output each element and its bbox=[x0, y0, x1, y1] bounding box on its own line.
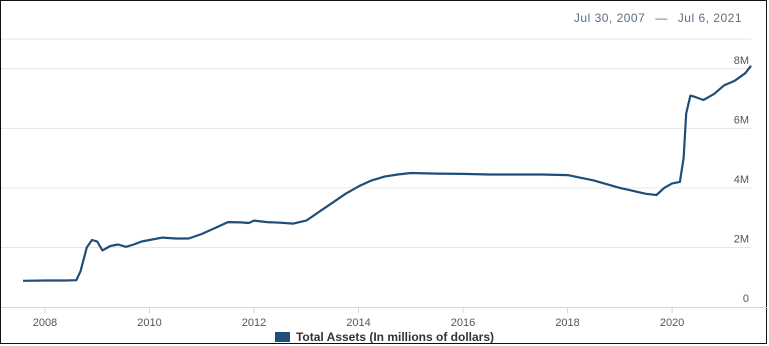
x-tick-label: 2008 bbox=[33, 317, 57, 329]
y-tick-label: 6M bbox=[734, 114, 749, 126]
date-range: Jul 30, 2007 — Jul 6, 2021 bbox=[574, 11, 742, 25]
y-tick-label: 0 bbox=[743, 293, 749, 305]
grid-lines bbox=[1, 38, 751, 248]
line-chart: 0 2M 4M 6M 8M 2008 2010 2012 2014 2016 2018 2020 bbox=[1, 38, 768, 329]
y-tick-label: 2M bbox=[734, 233, 749, 245]
x-tick-label: 2020 bbox=[660, 317, 684, 329]
legend-label: Total Assets (In millions of dollars) bbox=[295, 330, 495, 344]
x-tick-label: 2014 bbox=[346, 317, 370, 329]
date-range-end[interactable]: Jul 6, 2021 bbox=[677, 11, 742, 25]
y-tick-label: 4M bbox=[734, 174, 749, 186]
x-tick-label: 2010 bbox=[137, 317, 161, 329]
x-tick-label: 2016 bbox=[451, 317, 475, 329]
y-tick-label: 8M bbox=[734, 55, 749, 67]
date-range-start[interactable]: Jul 30, 2007 bbox=[573, 11, 646, 25]
legend[interactable]: Total Assets (In millions of dollars) bbox=[1, 330, 768, 344]
series-line-total-assets[interactable] bbox=[22, 65, 752, 282]
x-axis-tick-labels: 2008 2010 2012 2014 2016 2018 2020 bbox=[33, 317, 685, 329]
x-tick-label: 2012 bbox=[242, 317, 266, 329]
x-axis bbox=[1, 307, 768, 313]
x-tick-label: 2018 bbox=[555, 317, 579, 329]
legend-swatch bbox=[274, 332, 290, 342]
date-range-separator: — bbox=[655, 11, 668, 25]
y-axis-tick-labels: 0 2M 4M 6M 8M bbox=[734, 55, 749, 305]
